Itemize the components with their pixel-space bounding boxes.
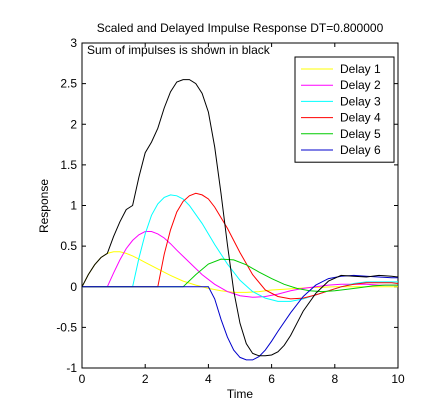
y-axis-label: Response	[37, 179, 51, 233]
y-tick-label: 1	[70, 199, 77, 213]
x-tick-label: 8	[331, 372, 338, 386]
series-line-delay-1	[82, 251, 398, 293]
y-tick-label: 0	[70, 280, 77, 294]
series-line-delay-2	[82, 231, 398, 298]
x-tick-label: 2	[142, 372, 149, 386]
legend-label-delay-3: Delay 3	[340, 94, 381, 108]
x-tick-label: 4	[205, 372, 212, 386]
y-tick-label: 3	[70, 36, 77, 50]
legend-label-delay-5: Delay 5	[340, 127, 381, 141]
series-line-delay-6	[82, 274, 398, 361]
x-tick-label: 0	[79, 372, 86, 386]
y-tick-label: -0.5	[56, 320, 77, 334]
series-line-delay-5	[82, 258, 398, 293]
legend-label-delay-1: Delay 1	[340, 62, 381, 76]
chart-title: Scaled and Delayed Impulse Response DT=0…	[97, 21, 384, 35]
x-tick-label: 10	[391, 372, 405, 386]
legend-label-delay-4: Delay 4	[340, 111, 381, 125]
legend: Delay 1 Delay 2 Delay 3 Delay 4 Delay 5 Delay…	[294, 56, 395, 163]
legend-label-delay-2: Delay 2	[340, 78, 381, 92]
legend-label-delay-6: Delay 6	[340, 143, 381, 157]
sum-annotation: Sum of impulses is shown in black	[87, 43, 271, 57]
y-tick-label: 1.5	[60, 158, 77, 172]
y-tick-label: -1	[66, 361, 77, 375]
y-tick-label: 0.5	[60, 239, 77, 253]
series-line-sum	[82, 79, 398, 357]
y-tick-label: 2.5	[60, 77, 77, 91]
series-line-delay-4	[82, 192, 398, 300]
y-tick-label: 2	[70, 117, 77, 131]
legend-box	[294, 56, 395, 163]
x-tick-label: 6	[268, 372, 275, 386]
x-axis-label: Time	[227, 387, 254, 401]
